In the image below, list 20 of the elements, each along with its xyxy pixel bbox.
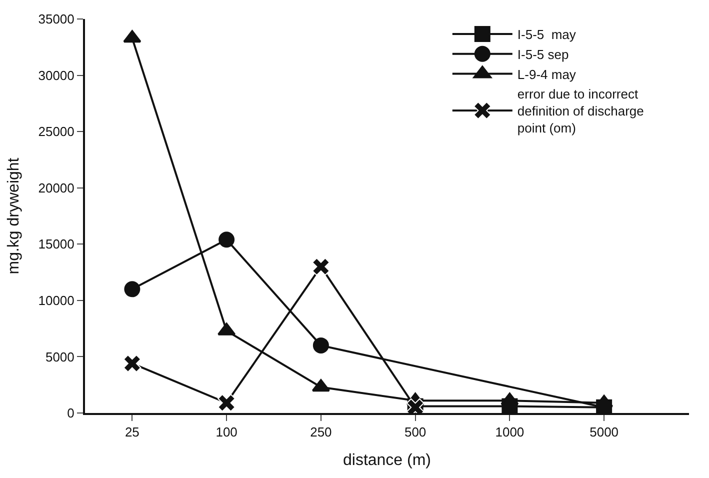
y-tick-label: 10000 bbox=[38, 292, 74, 308]
legend-label: I-5-5 sep bbox=[517, 46, 569, 62]
y-tick-label: 5000 bbox=[45, 349, 74, 364]
x-tick-label: 100 bbox=[216, 424, 238, 440]
y-tick-label: 25000 bbox=[38, 124, 74, 140]
x-axis-title: distance (m) bbox=[342, 452, 432, 469]
y-tick-label: 30000 bbox=[38, 68, 74, 83]
y-tick-label: 20000 bbox=[38, 180, 74, 196]
y-tick-label: 15000 bbox=[38, 236, 74, 252]
x-tick-label: 5000 bbox=[590, 424, 619, 440]
y-axis-title: mg.kg dryweight bbox=[6, 157, 23, 274]
x-tick-label: 25 bbox=[124, 424, 140, 440]
x-tick-label: 250 bbox=[310, 424, 332, 440]
legend-label: L-9-4 may bbox=[517, 66, 576, 82]
y-tick-label: 35000 bbox=[38, 12, 74, 27]
y-tick-label: 0 bbox=[67, 406, 74, 421]
legend-label: I-5-5 may bbox=[517, 27, 576, 42]
x-tick-label: 500 bbox=[404, 424, 426, 440]
x-tick-label: 1000 bbox=[495, 424, 524, 440]
legend-label: error due to incorrect definition of discharge point (om) bbox=[517, 86, 644, 136]
